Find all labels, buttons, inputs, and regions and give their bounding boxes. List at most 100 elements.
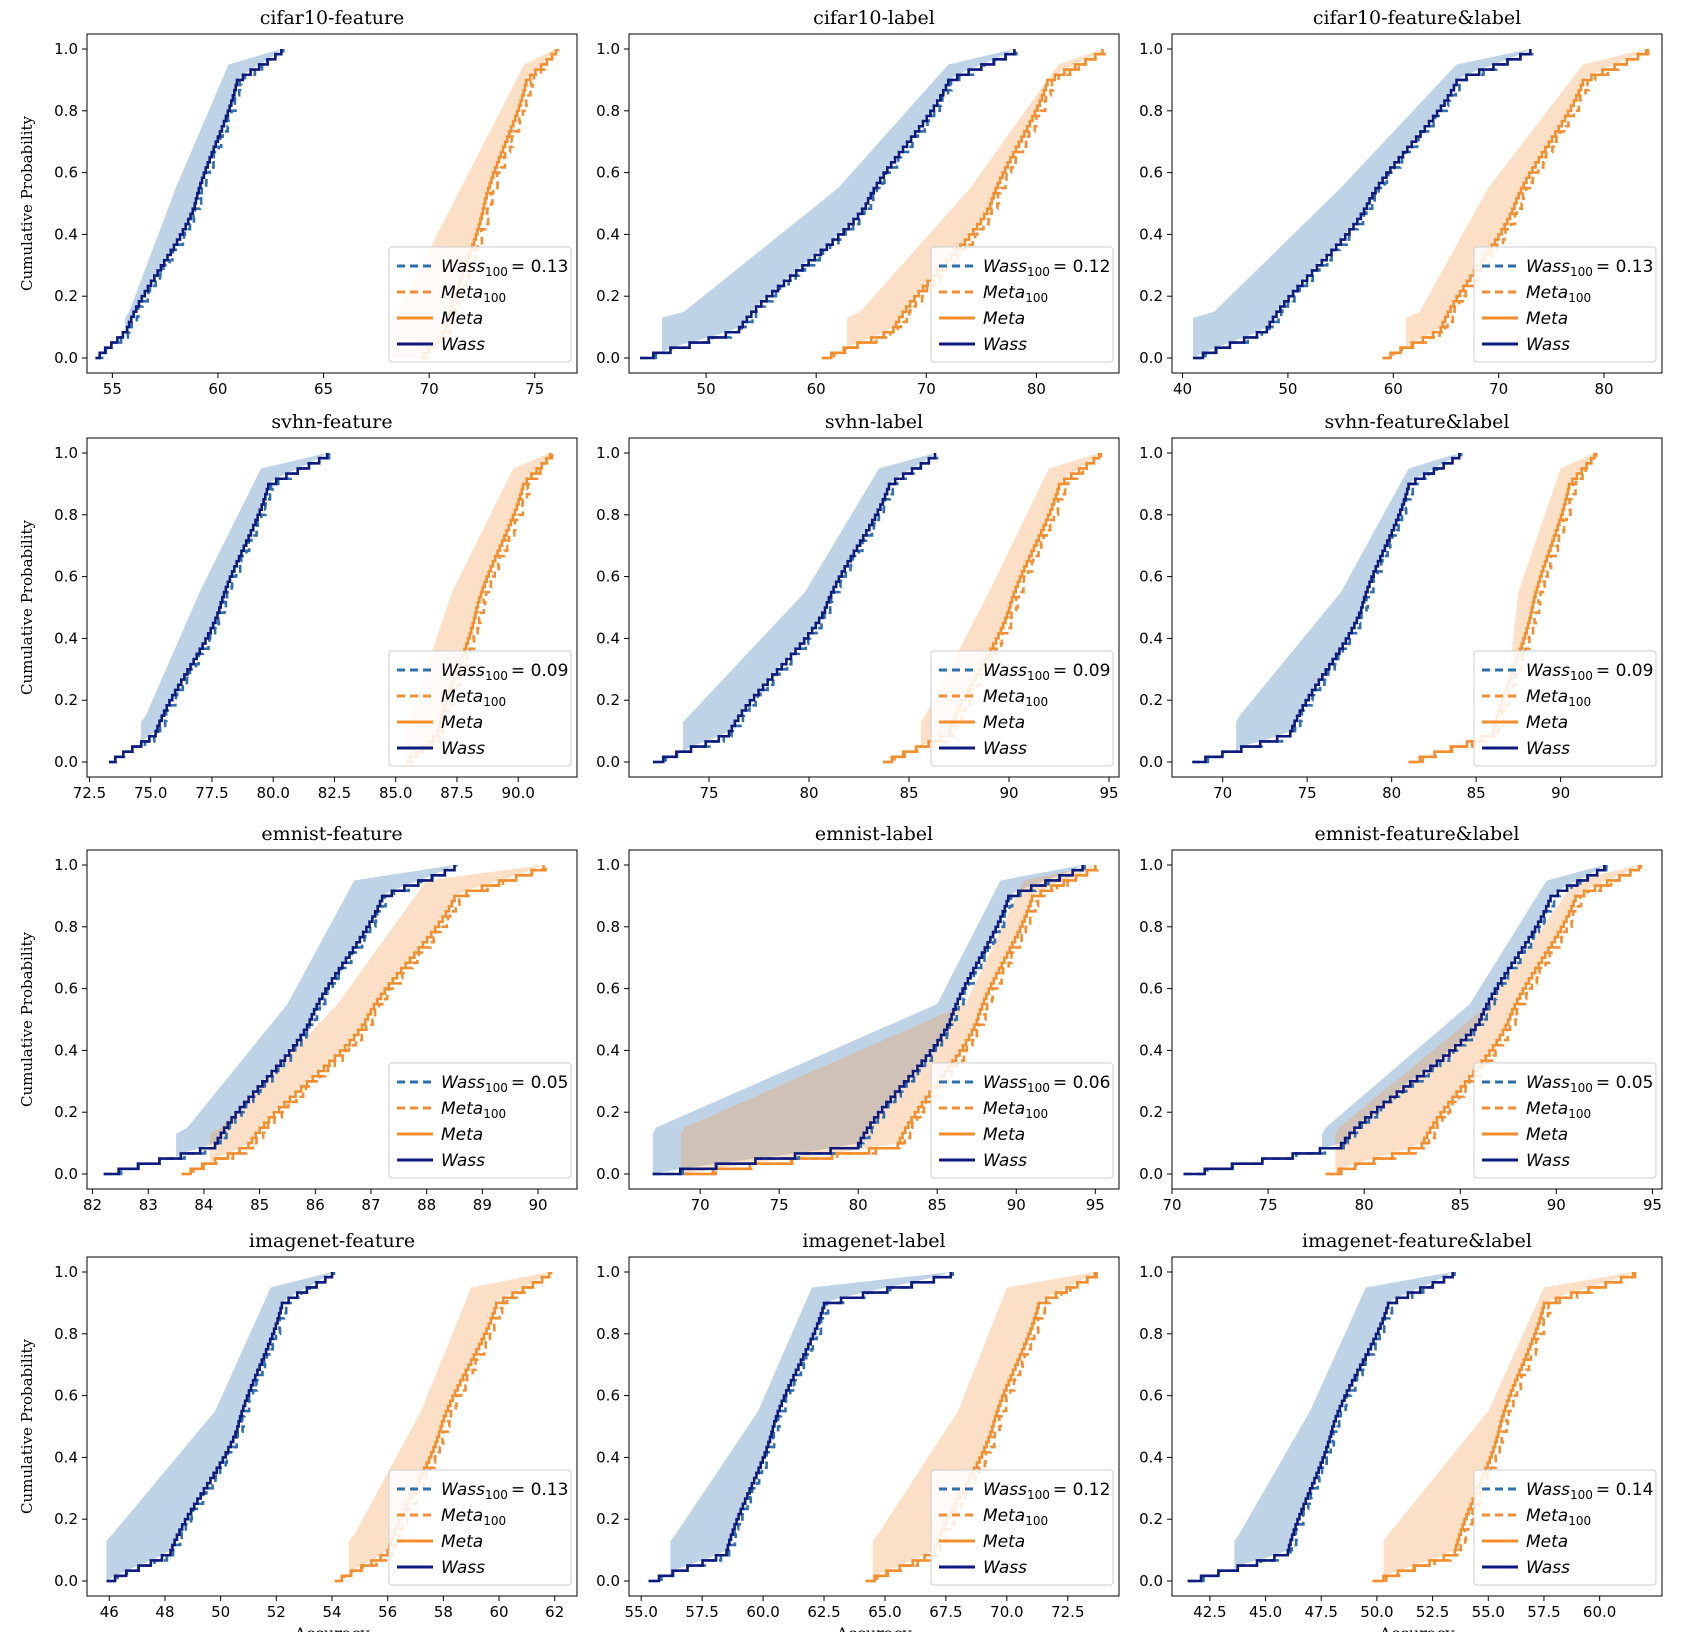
x-tick-label: 95	[1086, 1196, 1105, 1214]
axes-frame	[1171, 1256, 1663, 1597]
y-tick-label: 0.2	[1139, 1103, 1163, 1121]
subplot-title: imagenet-feature	[249, 1230, 415, 1252]
legend-wass100-label: Wass100 = 0.05	[441, 1073, 568, 1095]
x-tick-label: 85	[1451, 1196, 1470, 1214]
meta100-line	[181, 865, 547, 1176]
meta100-line	[420, 49, 560, 360]
subplot-2: cifar10-feature&label 0.0 0.2 0.4 0.6 0.8 1.0 4…	[1139, 7, 1663, 398]
x-tick-label: 85	[250, 1196, 269, 1214]
subplot-11: imagenet-feature&label 0.0 0.2 0.4 0.6 0.8 1.0…	[1139, 1230, 1663, 1637]
x-tick-label: 90.0	[501, 784, 534, 802]
axes-frame	[1171, 849, 1663, 1190]
legend-wass-label: Wass	[1526, 1558, 1570, 1578]
legend-meta100-label: Meta100	[441, 283, 506, 305]
x-tick-label: 83	[139, 1196, 158, 1214]
x-tick-label: 90	[528, 1196, 547, 1214]
y-tick-label: 0.0	[1139, 1165, 1163, 1183]
y-tick-label: 0.0	[596, 1572, 620, 1590]
subplot-title: svhn-feature&label	[1325, 411, 1510, 433]
wass-band	[1193, 49, 1531, 358]
y-tick-label: 0.6	[596, 568, 620, 586]
wass-line	[1193, 49, 1532, 360]
x-tick-label: 55.0	[1472, 1603, 1505, 1621]
x-tick-label: 72.5	[73, 784, 106, 802]
legend-meta-label: Meta	[441, 713, 483, 733]
y-tick-label: 1.0	[54, 1263, 78, 1281]
wass-band	[670, 1272, 951, 1581]
wass100-line	[1192, 453, 1463, 764]
wass-band	[662, 49, 1015, 358]
x-tick-label: 70	[691, 1196, 710, 1214]
y-tick-label: 0.6	[1139, 164, 1163, 182]
y-tick-label: 0.4	[54, 1041, 78, 1059]
subplot-title: emnist-feature&label	[1315, 823, 1520, 845]
legend-wass-label: Wass	[1526, 1151, 1570, 1171]
legend: Wass100 = 0.12 Meta100 Meta Wass	[930, 1469, 1114, 1586]
y-tick-label: 0.4	[596, 225, 620, 243]
y-tick-label: 0.8	[596, 506, 620, 524]
wass-line	[648, 1272, 953, 1583]
wass-line	[640, 49, 1016, 360]
subplot-title: imagenet-feature&label	[1302, 1230, 1532, 1252]
legend: Wass100 = 0.09 Meta100 Meta Wass	[388, 650, 572, 767]
legend-meta100-label: Meta100	[441, 687, 506, 709]
legend-wass100-label: Wass100 = 0.13	[441, 257, 568, 279]
wass-line	[109, 453, 329, 764]
x-tick-label: 65	[314, 380, 333, 398]
legend-wass-label: Wass	[441, 1151, 485, 1171]
y-tick-label: 0.4	[1139, 1041, 1163, 1059]
x-tick-label: 85	[1467, 784, 1486, 802]
wass-band	[1234, 1272, 1453, 1581]
y-tick-label: 0.6	[54, 1387, 78, 1405]
x-tick-label: 72.5	[1051, 1603, 1084, 1621]
x-tick-label: 84	[194, 1196, 213, 1214]
x-tick-label: 60	[489, 1603, 508, 1621]
meta-band	[681, 865, 1096, 1174]
legend-meta100-label: Meta100	[983, 687, 1048, 709]
wass-line	[652, 865, 1084, 1176]
subplot-title: emnist-feature	[261, 823, 402, 845]
y-axis-label: Cumulative Probability	[18, 519, 36, 695]
legend-meta-label: Meta	[441, 1532, 483, 1552]
legend-meta100-label: Meta100	[983, 1506, 1048, 1528]
wass100-line	[1183, 865, 1608, 1176]
axes-frame	[86, 33, 578, 374]
x-tick-label: 50	[211, 1603, 230, 1621]
y-tick-label: 0.0	[54, 349, 78, 367]
subplot-9: imagenet-feature 0.0 0.2 0.4 0.6 0.8 1.0 46 48 50…	[18, 1230, 578, 1637]
y-axis-label: Cumulative Probability	[18, 931, 36, 1107]
x-tick-label: 75	[770, 1196, 789, 1214]
x-tick-label: 48	[155, 1603, 174, 1621]
y-tick-label: 0.2	[54, 287, 78, 305]
legend: Wass100 = 0.12 Meta100 Meta Wass	[930, 246, 1114, 363]
legend-wass100-label: Wass100 = 0.09	[983, 661, 1110, 683]
x-tick-label: 86	[306, 1196, 325, 1214]
legend-wass100-label: Wass100 = 0.09	[1526, 661, 1653, 683]
x-tick-label: 67.5	[929, 1603, 962, 1621]
wass-band	[106, 1272, 332, 1581]
y-tick-label: 0.6	[1139, 568, 1163, 586]
x-tick-label: 60.0	[746, 1603, 779, 1621]
y-tick-label: 0.8	[596, 918, 620, 936]
x-tick-label: 80	[1027, 380, 1046, 398]
y-tick-label: 0.4	[1139, 225, 1163, 243]
x-tick-label: 85.0	[379, 784, 412, 802]
wass-line	[1183, 865, 1606, 1176]
x-tick-label: 77.5	[195, 784, 228, 802]
x-tick-label: 95	[1643, 1196, 1662, 1214]
legend-wass100-label: Wass100 = 0.13	[1526, 257, 1653, 279]
subplot-title: cifar10-label	[813, 7, 935, 29]
subplot-title: imagenet-label	[802, 1230, 945, 1252]
x-tick-label: 50	[697, 380, 716, 398]
wass100-line	[653, 453, 939, 764]
x-tick-label: 80.0	[256, 784, 289, 802]
meta-line	[1372, 1272, 1635, 1583]
axes-frame	[628, 849, 1120, 1190]
wass-band	[1321, 865, 1605, 1174]
legend-wass-label: Wass	[441, 335, 485, 355]
subplot-10: imagenet-label 0.0 0.2 0.4 0.6 0.8 1.0 55.0 57.5…	[596, 1230, 1120, 1637]
x-tick-label: 42.5	[1193, 1603, 1226, 1621]
x-tick-label: 75	[699, 784, 718, 802]
legend-meta-label: Meta	[983, 309, 1025, 329]
